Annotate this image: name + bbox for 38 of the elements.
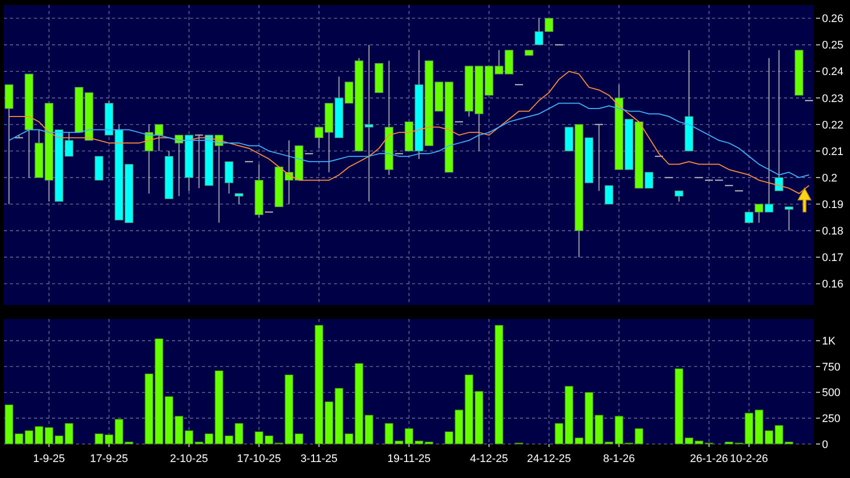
y-tick-label: 0.23	[822, 92, 844, 105]
x-tick-label: 1-9-25	[33, 453, 65, 465]
y-tick-label: 0	[822, 438, 828, 451]
line-series	[8, 102, 810, 178]
y-tick-label: 0.24	[822, 66, 844, 78]
line-series	[8, 70, 810, 194]
x-tick-label: 24-12-25	[526, 453, 572, 465]
y-tick-label: 0.25	[822, 40, 844, 52]
y-tick-label: 0.18	[822, 226, 844, 238]
x-tick-label: 4-12-25	[470, 453, 508, 465]
y-tick-label: 0.16	[822, 278, 844, 291]
x-tick-label: 10-2-26	[730, 453, 768, 465]
x-tick-label: 17-9-25	[90, 453, 128, 465]
candlestick	[4, 84, 14, 205]
y-tick-label: 0.26	[822, 13, 844, 26]
y-tick-label: 0.2	[822, 172, 838, 184]
bar	[494, 324, 504, 444]
x-tick-label: 26-1-26	[690, 453, 728, 465]
y-tick-label: 0.22	[822, 119, 844, 132]
x-tick-label: 3-11-25	[300, 453, 338, 465]
y-tick-label: 0.19	[822, 198, 844, 211]
candlestick	[774, 50, 784, 192]
candlestick	[674, 190, 684, 202]
y-tick-label: 1K	[822, 336, 836, 348]
candlestick	[234, 192, 244, 205]
x-tick-label: 17-10-25	[236, 453, 282, 465]
y-tick-label: 500	[822, 387, 840, 400]
candlestick	[784, 206, 794, 232]
candlestick	[94, 156, 104, 181]
candlestick	[604, 185, 614, 204]
y-tick-label: 0.17	[822, 252, 844, 264]
x-tick-label: 19-11-25	[387, 453, 431, 465]
y-tick-label: 750	[822, 361, 840, 374]
x-tick-label: 8-1-26	[603, 453, 635, 465]
x-tick-label: 2-10-25	[170, 453, 208, 465]
y-tick-label: 0.21	[822, 146, 844, 158]
candlestick	[224, 161, 234, 194]
y-tick-label: 250	[822, 413, 840, 426]
